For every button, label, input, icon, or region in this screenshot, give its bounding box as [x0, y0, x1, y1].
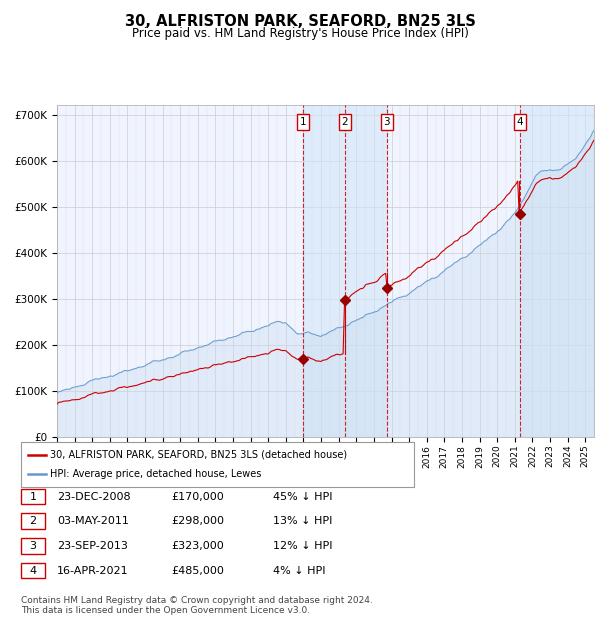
Text: £170,000: £170,000	[171, 492, 224, 502]
Text: 03-MAY-2011: 03-MAY-2011	[57, 516, 129, 526]
Text: 23-DEC-2008: 23-DEC-2008	[57, 492, 131, 502]
Bar	[303, 105, 387, 437]
Text: HPI: Average price, detached house, Lewes: HPI: Average price, detached house, Lewe…	[50, 469, 261, 479]
Text: Contains HM Land Registry data © Crown copyright and database right 2024.
This d: Contains HM Land Registry data © Crown c…	[21, 596, 373, 615]
Text: 13% ↓ HPI: 13% ↓ HPI	[273, 516, 332, 526]
Text: £298,000: £298,000	[171, 516, 224, 526]
Text: 45% ↓ HPI: 45% ↓ HPI	[273, 492, 332, 502]
Text: 2: 2	[341, 117, 348, 127]
Text: 3: 3	[383, 117, 390, 127]
Text: £323,000: £323,000	[171, 541, 224, 551]
Text: 1: 1	[29, 492, 37, 502]
Text: 4% ↓ HPI: 4% ↓ HPI	[273, 566, 325, 576]
Text: Price paid vs. HM Land Registry's House Price Index (HPI): Price paid vs. HM Land Registry's House …	[131, 27, 469, 40]
Text: 4: 4	[517, 117, 523, 127]
Text: 1: 1	[300, 117, 307, 127]
Text: £485,000: £485,000	[171, 566, 224, 576]
Text: 3: 3	[29, 541, 37, 551]
Text: 12% ↓ HPI: 12% ↓ HPI	[273, 541, 332, 551]
Text: 4: 4	[29, 566, 37, 576]
Text: 30, ALFRISTON PARK, SEAFORD, BN25 3LS (detached house): 30, ALFRISTON PARK, SEAFORD, BN25 3LS (d…	[50, 450, 347, 459]
Text: 30, ALFRISTON PARK, SEAFORD, BN25 3LS: 30, ALFRISTON PARK, SEAFORD, BN25 3LS	[125, 14, 475, 29]
Text: 23-SEP-2013: 23-SEP-2013	[57, 541, 128, 551]
Text: 2: 2	[29, 516, 37, 526]
Bar	[520, 105, 594, 437]
Text: 16-APR-2021: 16-APR-2021	[57, 566, 128, 576]
